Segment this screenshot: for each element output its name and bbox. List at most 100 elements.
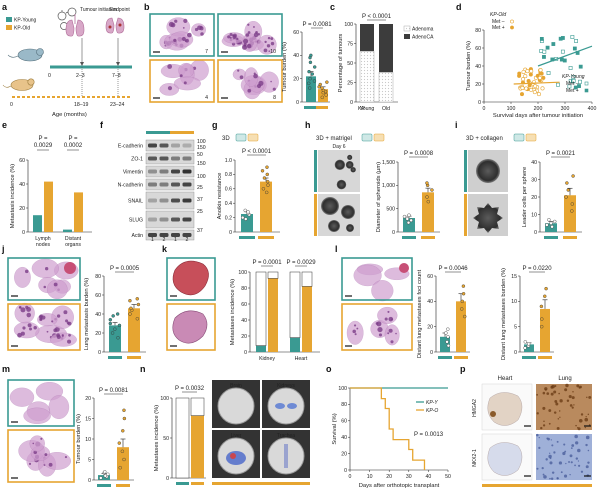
- tumour-nodule: [187, 32, 192, 38]
- data-point: [108, 321, 113, 326]
- data-point: [320, 86, 324, 90]
- data-point: [113, 327, 117, 331]
- molecular-weight-label: 37: [197, 228, 203, 234]
- tumour-nodule: [236, 37, 239, 41]
- tumour-nodule: [352, 329, 356, 334]
- panel-letter-k: k: [162, 244, 168, 254]
- data-point: [564, 195, 568, 199]
- panel-letter-g: g: [212, 120, 218, 130]
- tissue-lobe: [232, 68, 247, 81]
- blot-band: [159, 143, 169, 148]
- y-tick-label: 15: [85, 416, 91, 422]
- tissue-lobe: [29, 435, 45, 452]
- data-point: [128, 299, 132, 303]
- image-frame: [217, 13, 283, 57]
- panel-j: j 0 20 40 60 80 Lung metastasis burden (%) P =…: [1, 244, 146, 359]
- stained-cell: [536, 412, 539, 415]
- stained-cell: [563, 474, 568, 478]
- y-tick-label: 80: [241, 286, 247, 292]
- data-point: [540, 324, 544, 329]
- young-mouse-point: [556, 82, 560, 87]
- stained-cell: [569, 404, 573, 407]
- blot-band: [148, 169, 157, 174]
- spheroid: [336, 179, 347, 190]
- blot-band: [171, 198, 180, 203]
- tumour-nodule: [24, 269, 29, 274]
- p-value-label: P < 0.0001: [242, 149, 272, 155]
- y-tick-label: 0.2: [225, 215, 232, 221]
- stained-cell: [570, 447, 573, 450]
- y-axis-label: Percentage of tumours: [338, 34, 344, 93]
- category-label: Lymph: [35, 236, 50, 242]
- tumour-nodule: [27, 323, 32, 328]
- mouse-id-label: 10: [270, 49, 276, 55]
- data-point: [103, 470, 107, 474]
- data-point: [430, 188, 434, 192]
- protein-label: ZO-1: [131, 157, 143, 163]
- stained-cell: [568, 461, 570, 463]
- tumour-nodule: [253, 32, 259, 38]
- p-value-label: P = 0.0001: [252, 260, 282, 266]
- group-old-bar: [127, 356, 141, 359]
- tumour-nodule: [255, 31, 258, 34]
- stained-cell: [569, 473, 571, 476]
- spheroid: [346, 224, 354, 232]
- tissue-lobe: [9, 387, 35, 407]
- tumour-nodule: [229, 32, 233, 36]
- y-tick-label: 20: [95, 331, 101, 337]
- y-tick-label: 100: [344, 22, 353, 28]
- tumour-nodule: [45, 267, 49, 271]
- old-mouse-point: [520, 85, 525, 90]
- category-label: Young: [360, 106, 375, 112]
- tumour-nodule: [200, 32, 204, 36]
- y-tick-label: 10: [511, 299, 517, 305]
- y-tick-label: 0.4: [225, 201, 232, 207]
- tissue-lobe: [46, 279, 68, 300]
- old-mouse-point: [517, 71, 522, 76]
- young-mouse-point: [571, 78, 576, 83]
- tumour-nodule: [51, 320, 54, 323]
- bar-old-negative: [301, 271, 313, 287]
- tumour-nodule: [18, 306, 22, 309]
- panel-letter-c: c: [330, 2, 335, 12]
- x-tick-label: 0: [349, 474, 352, 480]
- y-tick-label: 0: [166, 476, 169, 482]
- blot-band: [171, 169, 180, 174]
- data-point: [460, 307, 464, 311]
- group-old-bar: [538, 356, 552, 359]
- data-point: [566, 188, 570, 192]
- stained-cell: [551, 471, 555, 474]
- data-point: [307, 86, 312, 90]
- tumour-nodule: [272, 87, 276, 91]
- tumour-nodule: [247, 31, 251, 34]
- stained-cell: [556, 440, 559, 443]
- y-tick-label: 20: [341, 451, 347, 457]
- panel-p: p Heart Lung HMGA2 NKX2-1: [460, 364, 592, 487]
- spheroid: [341, 205, 355, 219]
- tumour-nodule: [43, 285, 47, 289]
- heart-section: [487, 442, 523, 476]
- legend-item: Met +: [566, 88, 579, 94]
- tissue-lobe: [353, 264, 382, 287]
- stained-cell: [562, 451, 566, 456]
- data-point: [444, 331, 448, 335]
- tumour-nodule: [67, 321, 72, 326]
- tumour-nodule: [353, 324, 357, 327]
- image-frame: [217, 59, 283, 103]
- category-label: Distant: [65, 236, 82, 242]
- bar-old-lymph: [44, 181, 53, 232]
- mouse-id-label: 4: [205, 95, 208, 101]
- old-mouse-point: [532, 90, 537, 95]
- data-point: [545, 223, 549, 227]
- blot-band: [182, 143, 192, 148]
- image-side-old: [314, 194, 317, 236]
- group-young-bar: [108, 356, 122, 359]
- p-value-label: P < 0.0001: [362, 14, 392, 20]
- tumour-nodule: [247, 88, 252, 93]
- dish-icon-young: [235, 133, 247, 142]
- y-tick-label: 0: [392, 230, 395, 236]
- stained-cell: [573, 404, 575, 406]
- stained-cell: [549, 452, 551, 454]
